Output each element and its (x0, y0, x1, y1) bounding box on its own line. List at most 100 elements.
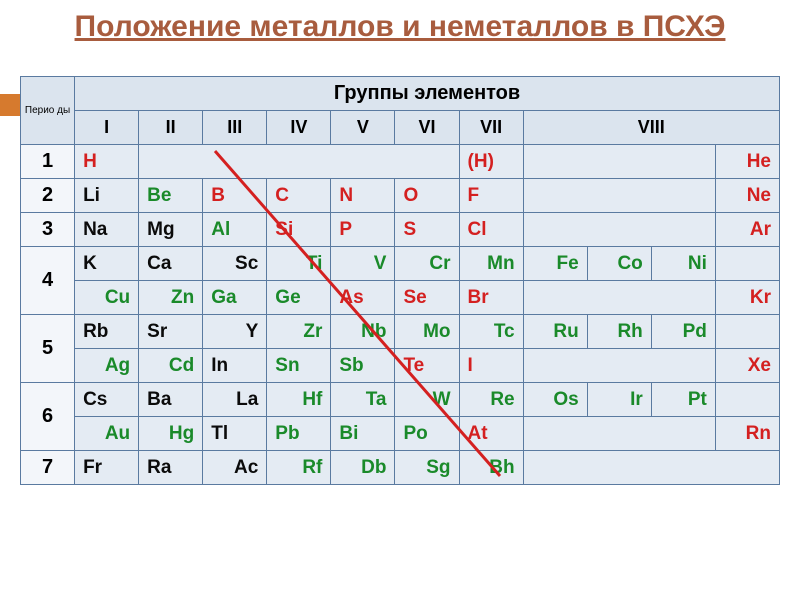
element-W: W (395, 383, 459, 417)
empty-cell (523, 417, 715, 451)
table-row: 4KCaScTiVCrMnFeCoNi (21, 247, 780, 281)
empty-cell (523, 179, 715, 213)
element-Ru: Ru (523, 315, 587, 349)
element-Te: Te (395, 349, 459, 383)
period-label: 3 (21, 213, 75, 247)
element-Se: Se (395, 281, 459, 315)
element-La: La (203, 383, 267, 417)
element-Cd: Cd (139, 349, 203, 383)
group-roman-row: IIIIIIIVVVIVIIVIII (21, 111, 780, 145)
element-Ne: Ne (715, 179, 779, 213)
element-Os: Os (523, 383, 587, 417)
element-Fr: Fr (75, 451, 139, 485)
element-K: K (75, 247, 139, 281)
element-Rf: Rf (267, 451, 331, 485)
group-header-VIII: VIII (523, 111, 779, 145)
element-Kr: Kr (715, 281, 779, 315)
element-Au: Au (75, 417, 139, 451)
table-row: AuHgTlPbBiPoAtRn (21, 417, 780, 451)
element-Mn: Mn (459, 247, 523, 281)
group-header-VII: VII (459, 111, 523, 145)
element-Rn: Rn (715, 417, 779, 451)
element-Al: Al (203, 213, 267, 247)
element-Ar: Ar (715, 213, 779, 247)
element-Ir: Ir (587, 383, 651, 417)
element-Si: Si (267, 213, 331, 247)
element-Cl: Cl (459, 213, 523, 247)
element-Cs: Cs (75, 383, 139, 417)
empty-cell (715, 383, 779, 417)
element-Fe: Fe (523, 247, 587, 281)
period-label: 4 (21, 247, 75, 315)
element-Ti: Ti (267, 247, 331, 281)
element-Bh: Bh (459, 451, 523, 485)
element-Cu: Cu (75, 281, 139, 315)
element-Ag: Ag (75, 349, 139, 383)
element-Y: Y (203, 315, 267, 349)
element-Mo: Mo (395, 315, 459, 349)
element-S: S (395, 213, 459, 247)
page-title: Положение металлов и неметаллов в ПСХЭ (0, 0, 800, 46)
element-Zn: Zn (139, 281, 203, 315)
groups-header: Группы элементов (75, 77, 780, 111)
group-header-IV: IV (267, 111, 331, 145)
element-Tl: Tl (203, 417, 267, 451)
element-Ac: Ac (203, 451, 267, 485)
element-In: In (203, 349, 267, 383)
element-Li: Li (75, 179, 139, 213)
table-row: 3NaMgAlSiPSClAr (21, 213, 780, 247)
empty-cell (523, 281, 715, 315)
empty-cell (715, 247, 779, 281)
table-row: 6CsBaLaHfTaWReOsIrPt (21, 383, 780, 417)
empty-cell (523, 349, 715, 383)
element-Ca: Ca (139, 247, 203, 281)
element-Ga: Ga (203, 281, 267, 315)
table-row: 5RbSrYZrNbMoTcRuRhPd (21, 315, 780, 349)
element-C: C (267, 179, 331, 213)
empty-cell (523, 213, 715, 247)
element-Tc: Tc (459, 315, 523, 349)
element-B: B (203, 179, 267, 213)
element-Co: Co (587, 247, 651, 281)
element-Cr: Cr (395, 247, 459, 281)
element-Sb: Sb (331, 349, 395, 383)
table-body: 1H(H)He2LiBeBCNOFNe3NaMgAlSiPSClAr4KCaSc… (21, 145, 780, 485)
element-Zr: Zr (267, 315, 331, 349)
element-Ge: Ge (267, 281, 331, 315)
element-Sc: Sc (203, 247, 267, 281)
empty-cell (523, 451, 779, 485)
table-row: 7FrRaAcRfDbSgBh (21, 451, 780, 485)
element-Sr: Sr (139, 315, 203, 349)
period-label: 5 (21, 315, 75, 383)
element-At: At (459, 417, 523, 451)
element-Rb: Rb (75, 315, 139, 349)
group-header-I: I (75, 111, 139, 145)
element-Pd: Pd (651, 315, 715, 349)
period-label: 2 (21, 179, 75, 213)
element-Db: Db (331, 451, 395, 485)
element-Rh: Rh (587, 315, 651, 349)
element-As: As (331, 281, 395, 315)
table-row: 1H(H)He (21, 145, 780, 179)
element-Sn: Sn (267, 349, 331, 383)
period-label: 7 (21, 451, 75, 485)
empty-cell (523, 145, 715, 179)
element-Ta: Ta (331, 383, 395, 417)
element-Po: Po (395, 417, 459, 451)
element-Ni: Ni (651, 247, 715, 281)
element-N: N (331, 179, 395, 213)
element-Ba: Ba (139, 383, 203, 417)
element-Sg: Sg (395, 451, 459, 485)
element-Nb: Nb (331, 315, 395, 349)
element-Re: Re (459, 383, 523, 417)
element-Hf: Hf (267, 383, 331, 417)
element-Pt: Pt (651, 383, 715, 417)
period-label: 1 (21, 145, 75, 179)
empty-cell (715, 315, 779, 349)
element-Mg: Mg (139, 213, 203, 247)
empty-cell (139, 145, 459, 179)
element-V: V (331, 247, 395, 281)
element-Be: Be (139, 179, 203, 213)
element-He: He (715, 145, 779, 179)
element-Na: Na (75, 213, 139, 247)
